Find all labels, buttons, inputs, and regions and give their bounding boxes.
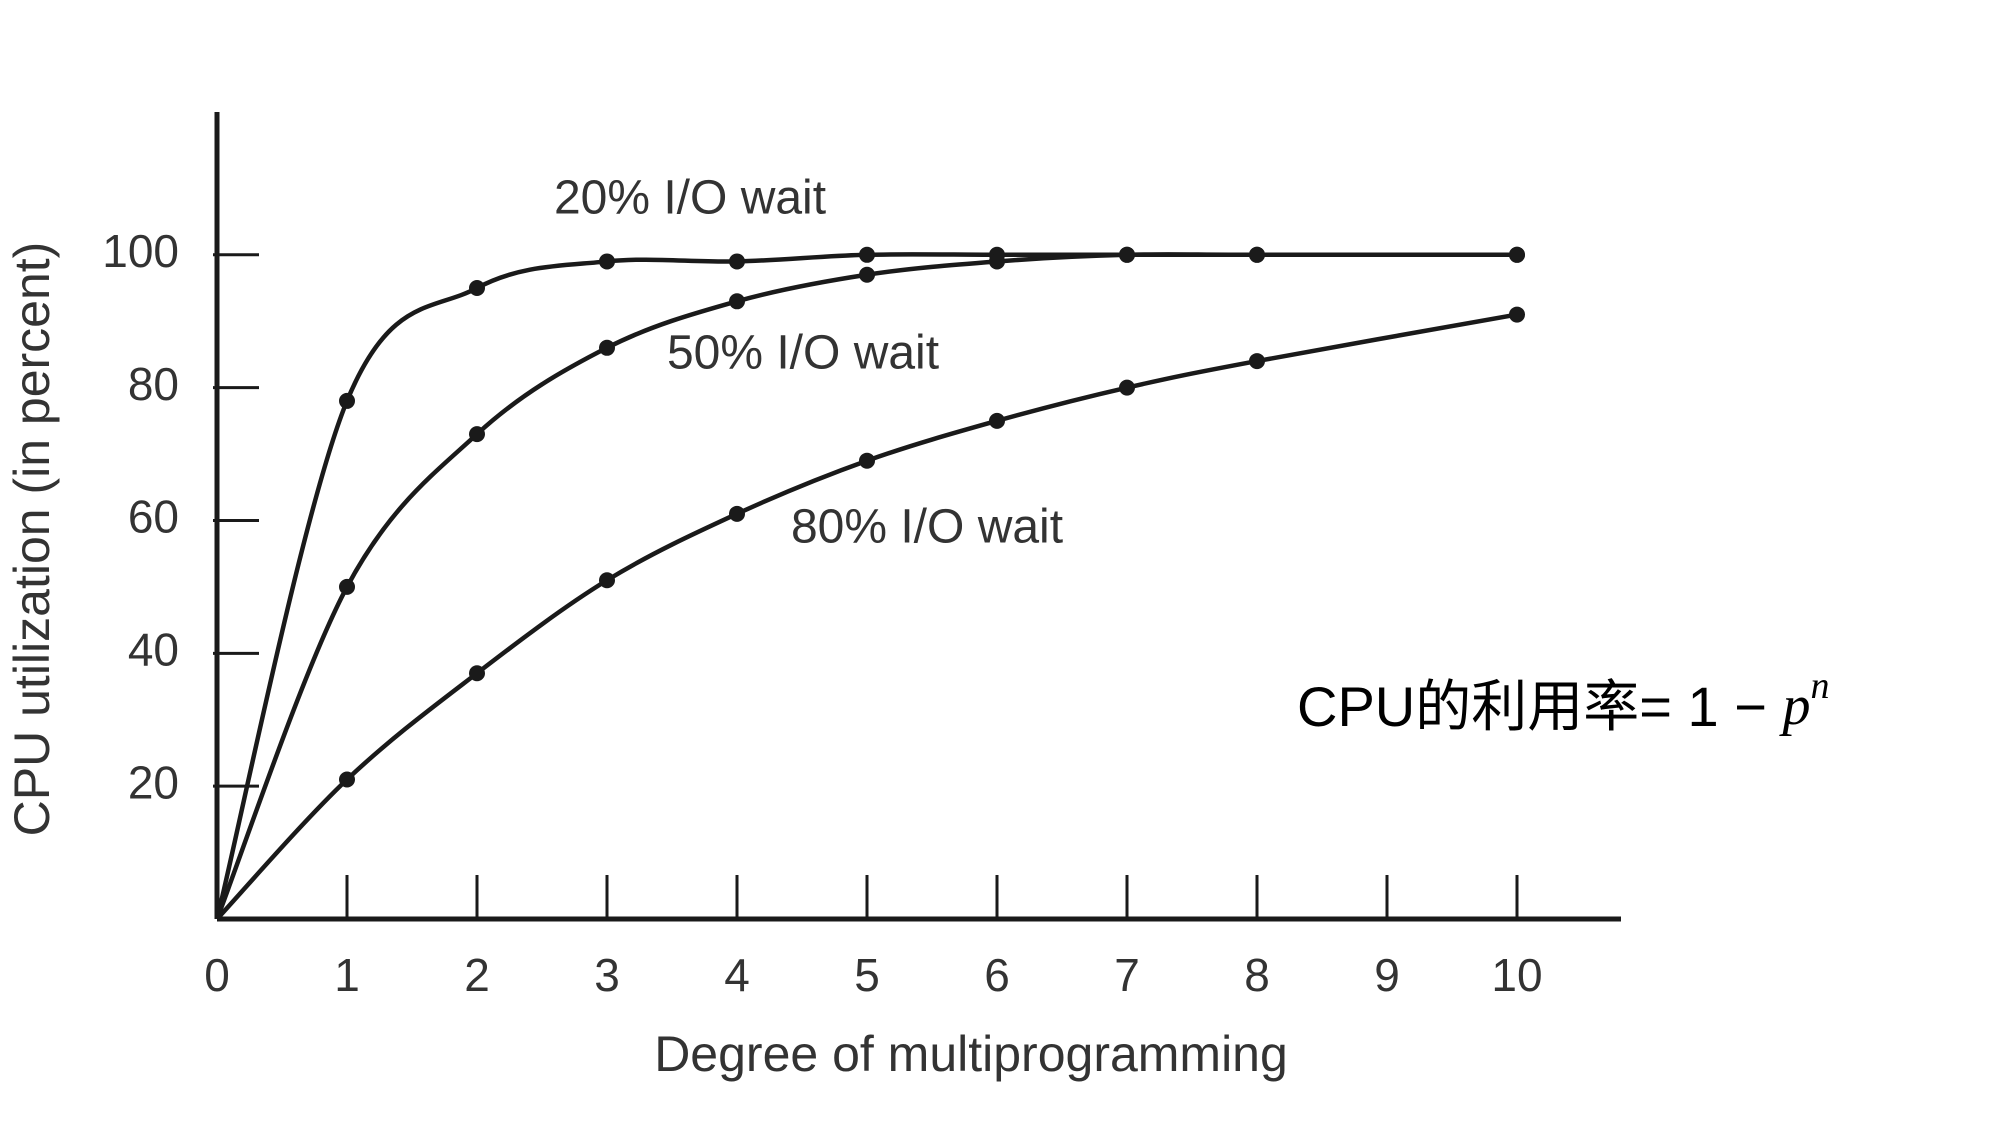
- series-label: 20% I/O wait: [554, 172, 826, 225]
- point: [729, 505, 745, 522]
- y-tick-label: 80: [128, 358, 179, 410]
- x-tick-label: 9: [1374, 949, 1400, 1001]
- point: [339, 578, 355, 595]
- y-tick-label: 60: [128, 491, 179, 543]
- point: [339, 771, 355, 788]
- x-tick-label: 6: [984, 949, 1010, 1001]
- y-axis-label: CPU utilization (in percent): [4, 242, 60, 837]
- point: [1119, 379, 1135, 396]
- formula-text: CPU的利用率= 1 −: [1297, 675, 1782, 738]
- y-tick-label: 100: [102, 225, 179, 277]
- point: [859, 452, 875, 469]
- point: [599, 572, 615, 589]
- line: [214, 252, 1517, 920]
- point: [859, 266, 875, 283]
- y-tick-label: 40: [128, 623, 179, 675]
- point: [469, 665, 485, 682]
- x-tick-label: 2: [464, 949, 490, 1001]
- x-tick-label: 10: [1491, 949, 1542, 1001]
- point: [729, 293, 745, 310]
- point: [469, 280, 485, 297]
- series-label: 80% I/O wait: [791, 501, 1063, 554]
- point: [599, 339, 615, 356]
- y-tick-label: 20: [128, 756, 179, 808]
- point: [1119, 246, 1135, 263]
- point: [339, 392, 355, 409]
- x-tick-label: 8: [1244, 949, 1270, 1001]
- point: [599, 253, 615, 270]
- x-tick-label: 3: [594, 949, 620, 1001]
- line: [215, 312, 1518, 921]
- x-tick-label: 5: [854, 949, 880, 1001]
- series-label: 50% I/O wait: [667, 327, 939, 380]
- point: [1249, 353, 1265, 370]
- x-tick-label: 7: [1114, 949, 1140, 1001]
- point: [859, 246, 875, 263]
- point: [1509, 246, 1525, 263]
- point: [1249, 246, 1265, 263]
- point: [989, 253, 1005, 270]
- formula: CPU的利用率= 1 − pn: [1297, 665, 1829, 738]
- point: [469, 426, 485, 443]
- formula-exponent: n: [1810, 665, 1829, 707]
- formula-base: p: [1778, 675, 1810, 737]
- x-axis-label: Degree of multiprogramming: [654, 1026, 1288, 1082]
- point: [1509, 306, 1525, 323]
- point: [989, 412, 1005, 429]
- x-tick-label: 4: [724, 949, 750, 1001]
- x-tick-label: 0: [204, 949, 230, 1001]
- x-tick-label: 1: [334, 949, 360, 1001]
- point: [729, 253, 745, 270]
